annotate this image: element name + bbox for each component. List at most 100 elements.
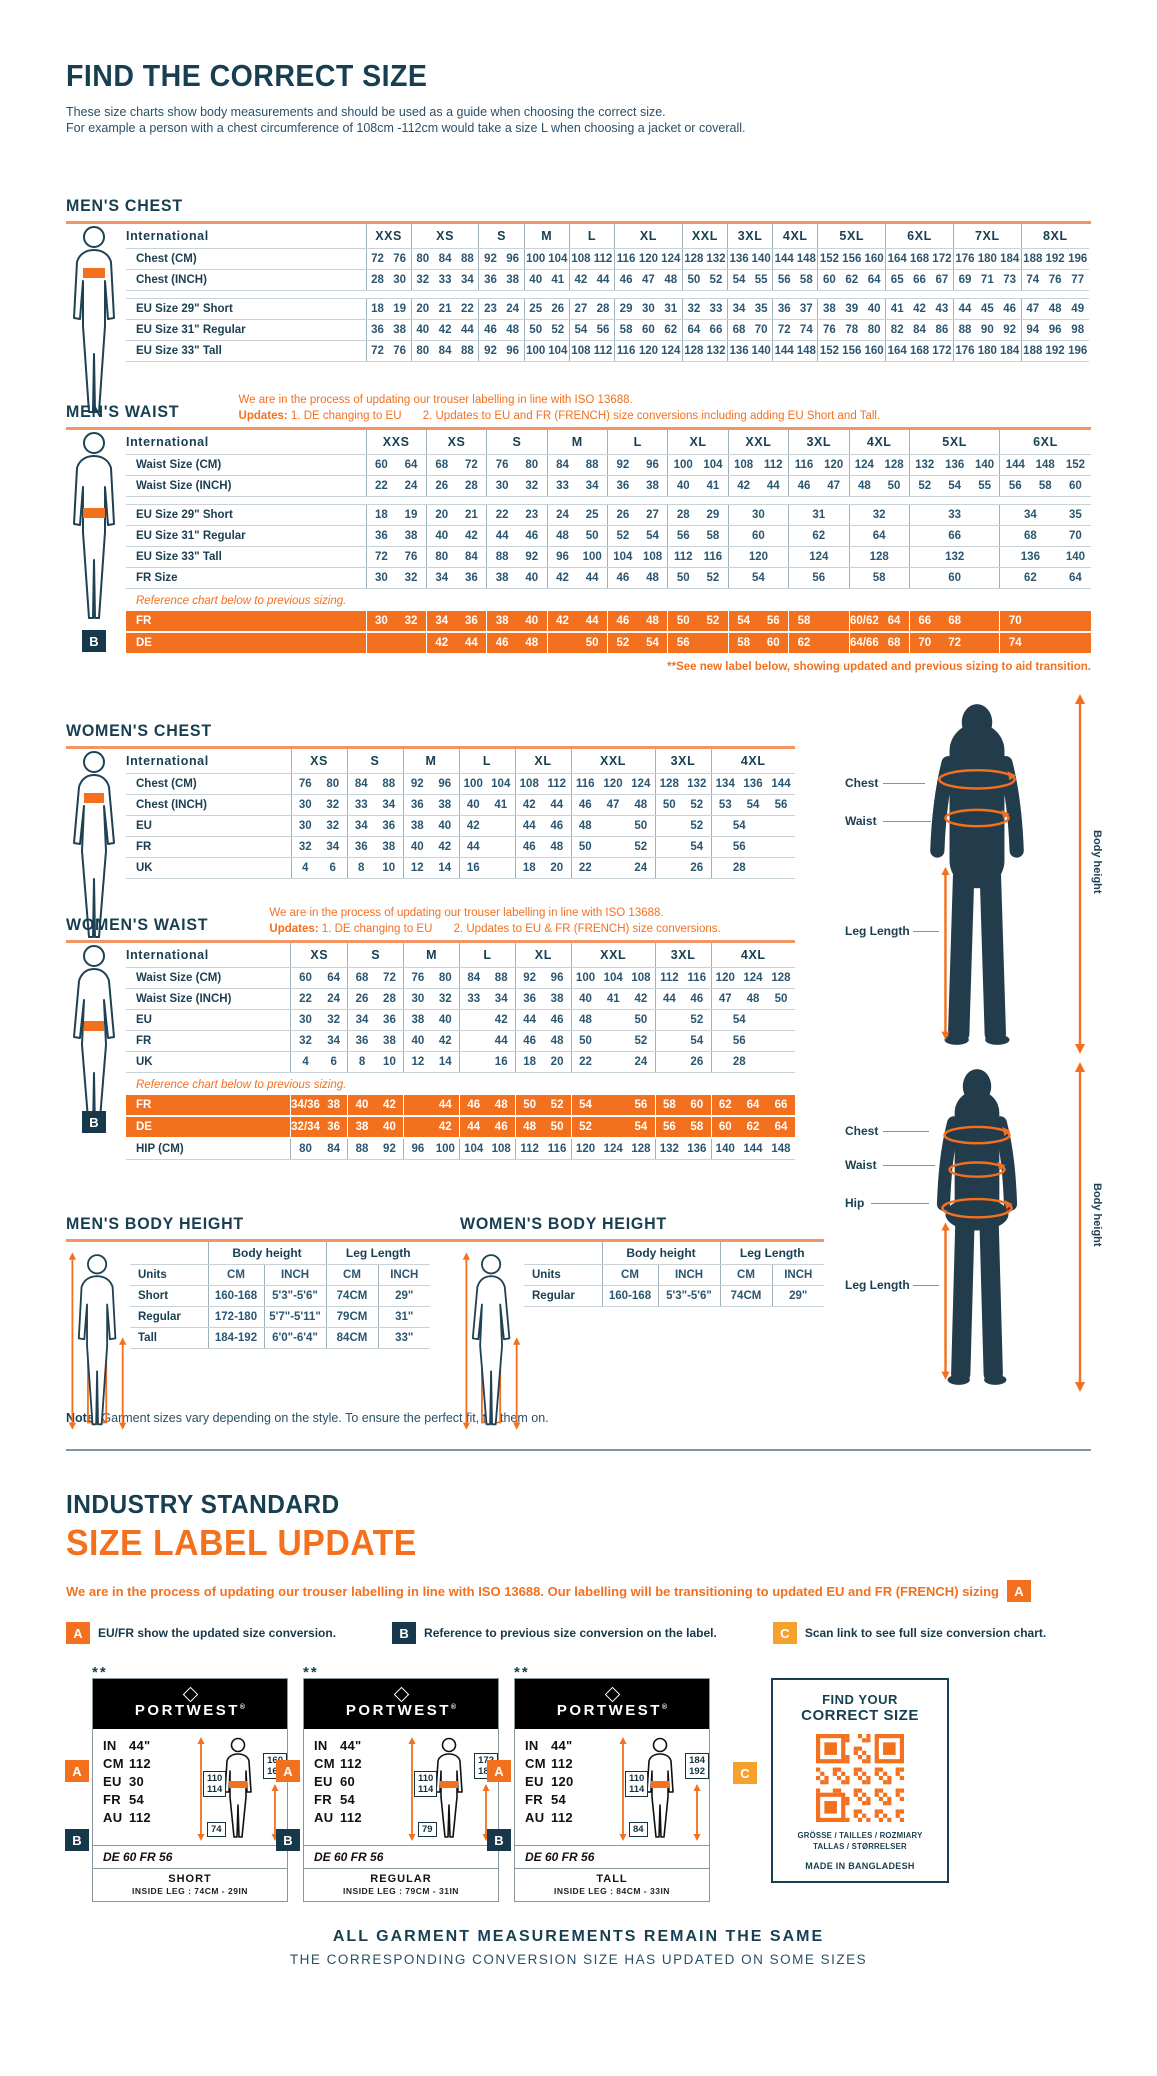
size-cell: 90 (976, 319, 999, 341)
size-cell: 46 (788, 475, 819, 497)
size-cell: 4 (290, 857, 319, 879)
unit-header: INCH (263, 1264, 326, 1286)
row-label: Waist Size (CM) (126, 454, 366, 476)
size-cell: 30 (637, 298, 660, 320)
size-cell: 144 (767, 773, 795, 795)
size-cell: 68 (727, 319, 751, 341)
badge-a: A (1006, 1580, 1031, 1602)
previous-size-row: DE 60 FR 56 (304, 1845, 498, 1868)
size-cell: 46 (606, 567, 638, 589)
size-cell: 66 (766, 1095, 795, 1117)
size-cell: 64/66 (848, 632, 880, 655)
size-group-header: 4XL (710, 943, 795, 968)
brand-name: PORTWEST® (134, 1702, 246, 1719)
size-cell: 33 (704, 298, 728, 320)
size-cell: 40 (403, 1030, 432, 1052)
measure-row: IN 44" (525, 1737, 617, 1755)
size-cell: 6 (319, 1051, 348, 1073)
size-cell: 50 (543, 1116, 572, 1139)
measure-row: CM 112 (525, 1755, 617, 1773)
qr-card-block: C FIND YOUR CORRECT SIZE GRÖSSE / TAILLES /… (733, 1678, 949, 1883)
size-cell: 46 (487, 1116, 516, 1139)
badge-a: A (276, 1760, 300, 1782)
size-cell: 84 (546, 454, 578, 476)
card-box: PORTWEST® IN 44" CM 112 EU 60 FR 54 AU 112 11011417… (303, 1678, 499, 1902)
unit-header: CM (207, 1264, 264, 1286)
size-group-header: 3XL (654, 749, 711, 774)
size-cell: 144 (739, 1138, 767, 1160)
size-cell: 42 (431, 1030, 460, 1052)
size-cell: 148 (795, 340, 818, 362)
size-cell: 180 (976, 340, 999, 362)
size-cell: 52 (606, 525, 638, 547)
size-group-header: XS (290, 749, 347, 774)
size-cell (599, 815, 627, 837)
table-row: HIP (CM) 80 84 88 92 96 100 104 108 112 116 120 124 1… (126, 1138, 795, 1160)
size-cell: 44 (456, 319, 479, 341)
size-cell (546, 632, 578, 655)
size-cell: 44 (514, 1009, 544, 1031)
card-figure-icon (408, 1737, 490, 1841)
size-cell: 18 (365, 504, 397, 526)
size-cell: 36 (365, 319, 389, 341)
size-cell (767, 836, 795, 858)
size-cell: 48 (501, 319, 525, 341)
qr-card: FIND YOUR CORRECT SIZE GRÖSSE / TAILLES / … (771, 1678, 949, 1883)
size-cell: 32 (516, 475, 548, 497)
height-cell: 172-180 (207, 1306, 264, 1328)
size-cell: 108 (487, 1138, 516, 1160)
leg-length-label: Leg Length (845, 1278, 910, 1292)
size-cell: 73 (998, 269, 1022, 291)
size-cell: 36 (375, 815, 403, 837)
size-cell: 32 (431, 988, 460, 1010)
size-cell: 100 (458, 773, 487, 795)
size-cell: 120 (727, 546, 789, 568)
mens-body-height-table-mount: Body height Leg Length Units CM INCH CM INCH Sh… (130, 1242, 460, 1349)
measure-key: AU (103, 1810, 123, 1825)
waist-label: Waist (845, 814, 877, 828)
measure-rows: IN 44" CM 112 EU 30 FR 54 AU 112 (103, 1737, 195, 1841)
size-cell: 96 (501, 248, 525, 270)
intro-line-1: These size charts show body measurements… (66, 105, 666, 119)
table-row (126, 290, 1089, 299)
size-cell: 108 (727, 454, 759, 476)
size-cell: 32 (319, 815, 347, 837)
size-cell: 44 (758, 475, 789, 497)
size-cell: 76 (388, 248, 412, 270)
female-measurement-figure: Chest Waist Hip Leg Length Body height (845, 1058, 1145, 1398)
size-cell: 35 (1060, 504, 1091, 526)
row-label: UK (126, 1051, 291, 1073)
size-cell: 34 (487, 988, 516, 1010)
size-cell: 55 (750, 269, 773, 291)
size-cell: 80 (410, 248, 434, 270)
empty-cell (524, 1242, 602, 1265)
size-cell: 28 (710, 857, 767, 879)
size-cell: 84 (459, 967, 488, 989)
size-cell: 36 (456, 611, 487, 633)
size-cell: 136 (727, 248, 751, 270)
size-cell: 80 (516, 454, 548, 476)
table-row: DE 42 44 46 48 50 52 54 56 58 60 62 64/66 68 70 72 74 (126, 632, 1091, 655)
height-cell: 33" (377, 1327, 430, 1349)
legend-item: B Reference to previous size conversion o… (392, 1622, 717, 1644)
row-label: DE (126, 1116, 291, 1139)
unit-header: CM (601, 1264, 658, 1286)
size-group-header: 5XL (817, 224, 886, 249)
badge-c: C (733, 1762, 757, 1784)
size-cell: 60 (365, 454, 397, 476)
footer-line-2: THE CORRESPONDING CONVERSION SIZE HAS UP… (289, 1952, 868, 1967)
size-cell: 116 (788, 454, 819, 476)
size-cell: 84 (346, 773, 375, 795)
intro-text: These size charts show body measurements… (66, 104, 1091, 136)
size-cell: 20 (425, 504, 457, 526)
size-cell: 36 (347, 1030, 376, 1052)
size-cell: 27 (637, 504, 668, 526)
size-cell: 41 (487, 794, 515, 816)
height-cell: 5'3"-5'6" (657, 1285, 720, 1307)
size-cell: 132 (704, 340, 728, 362)
size-label-card: ** PORTWEST® IN 44" CM 112 EU 60 FR 54 AU 112 110 114… (276, 1664, 499, 1902)
size-cell: 88 (347, 1138, 376, 1160)
size-cell (766, 1030, 795, 1052)
size-cell: 56 (999, 475, 1031, 497)
measure-rows: IN 44" CM 112 EU 60 FR 54 AU 112 (314, 1737, 406, 1841)
